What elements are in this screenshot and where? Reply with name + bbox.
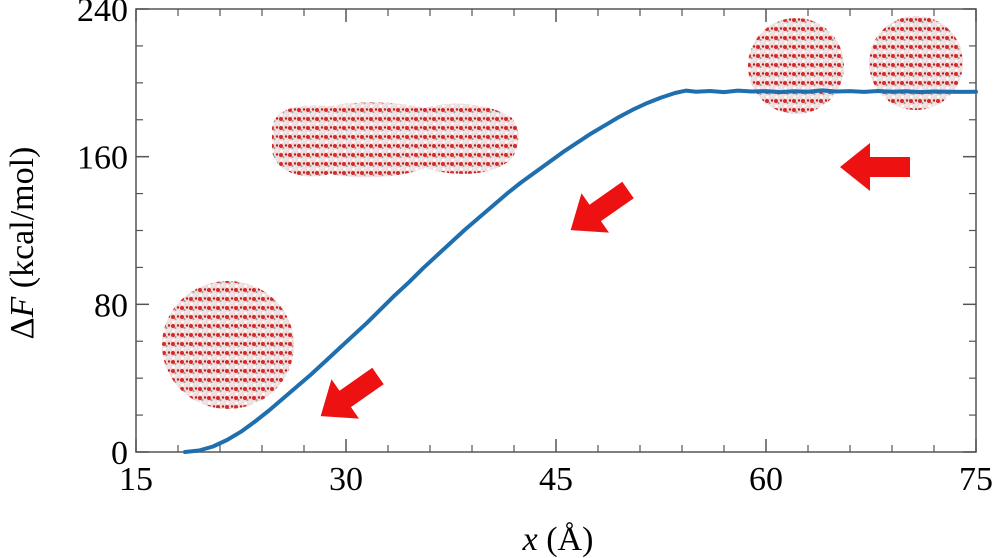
axes <box>135 8 977 453</box>
droplet-images <box>162 16 963 409</box>
single-droplet-image <box>162 281 294 409</box>
x-axis-label: x (Å) <box>522 521 594 558</box>
x-tick-label: 45 <box>539 461 573 498</box>
x-axis-label-var: x <box>522 521 538 558</box>
y-axis-label-var: F <box>4 296 41 319</box>
y-tick-label: 0 <box>111 435 128 472</box>
y-tick-label: 80 <box>94 287 128 324</box>
x-tick-label: 75 <box>959 461 993 498</box>
arrows <box>320 143 910 419</box>
x-tick-label: 15 <box>119 461 153 498</box>
y-axis-label-unit: (kcal/mol) <box>4 147 41 297</box>
x-tick-label: 60 <box>749 461 783 498</box>
arrow-right <box>840 143 910 191</box>
arrow-lower-left <box>320 367 384 419</box>
free-energy-line <box>183 88 978 454</box>
merged-droplet-image <box>272 102 519 178</box>
y-tick-label: 160 <box>77 140 128 177</box>
separate-droplet-image-right <box>869 16 963 110</box>
separate-droplet-image-left <box>748 18 844 114</box>
x-tick-label: 30 <box>329 461 363 498</box>
y-axis-label: ΔF (kcal/mol) <box>4 147 41 340</box>
y-axis-label-sym: Δ <box>4 318 41 340</box>
arrow-middle <box>570 181 634 233</box>
series-layer <box>183 88 978 454</box>
tick-labels: 15 30 45 60 75 0 80 160 240 <box>77 0 993 498</box>
x-axis-label-unit: (Å) <box>538 521 594 558</box>
y-tick-label: 240 <box>77 0 128 29</box>
